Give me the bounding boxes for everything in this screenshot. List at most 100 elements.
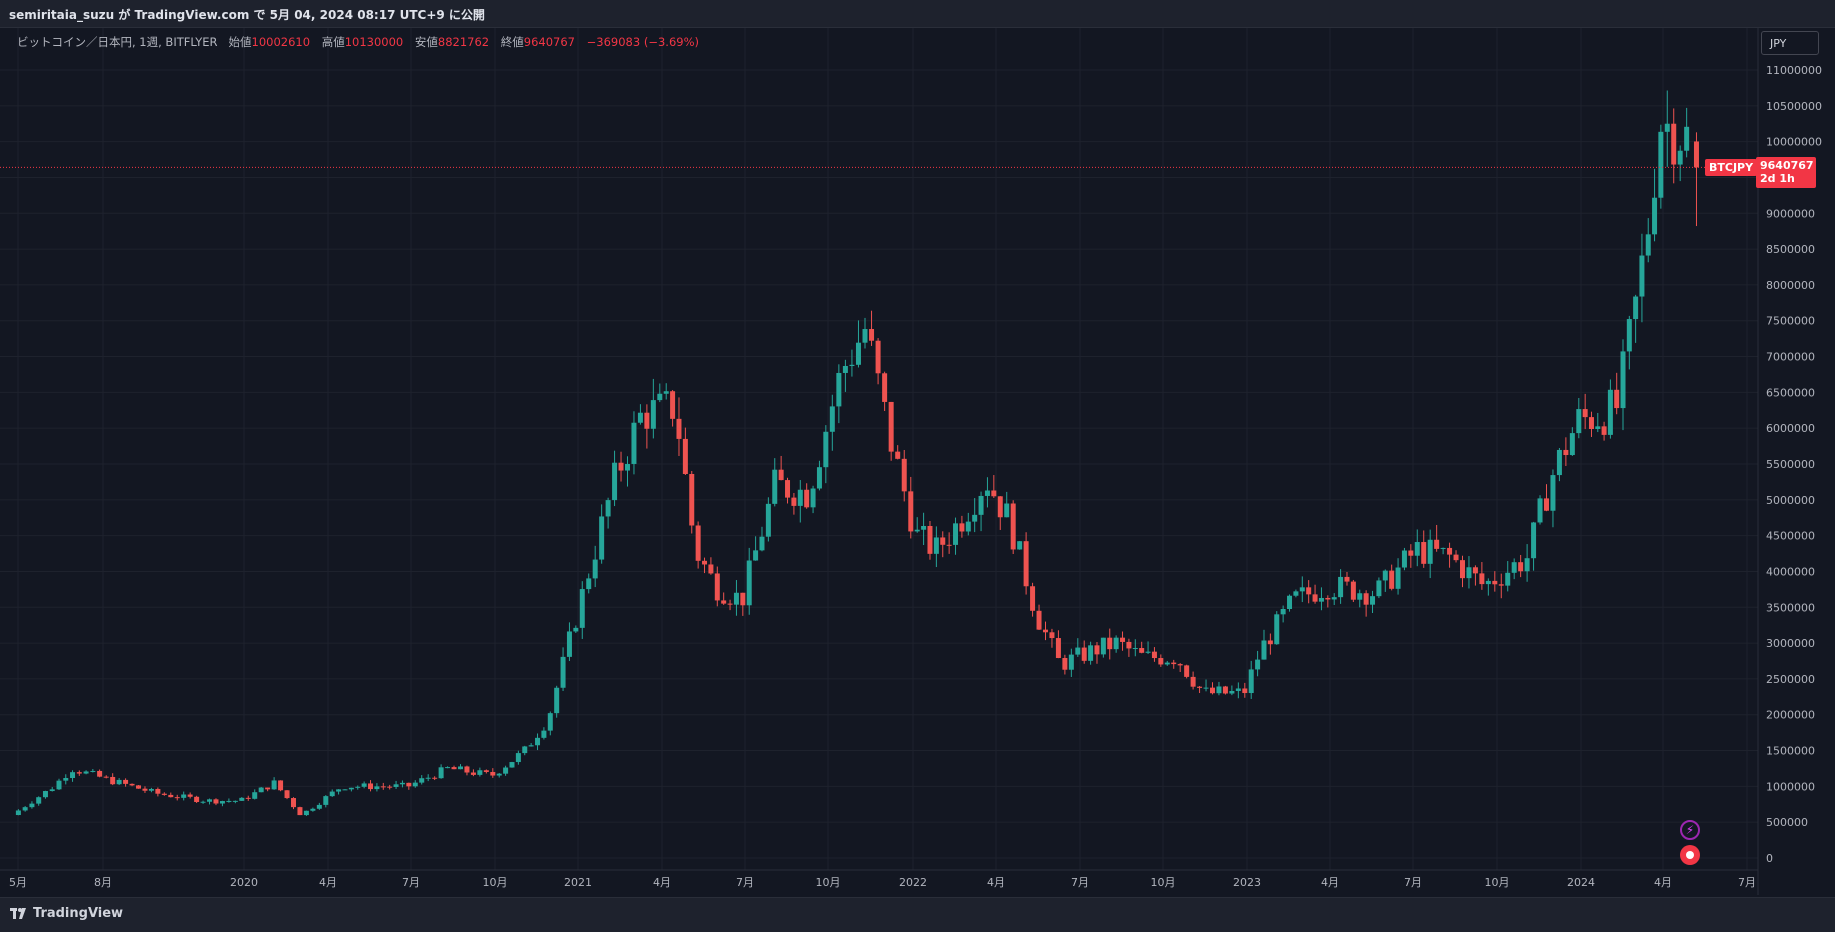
- x-tick-label: 4月: [319, 876, 337, 889]
- candle-body: [1222, 686, 1228, 694]
- candle-body: [1543, 498, 1549, 511]
- candles: [15, 90, 1699, 816]
- candle-body: [1389, 570, 1395, 589]
- legend-low-label: 安値: [414, 35, 438, 49]
- candle-body: [1639, 255, 1645, 297]
- candle-body: [708, 564, 714, 574]
- publish-header-bar: semiritaia_suzu が TradingView.com で 5月 0…: [0, 0, 1835, 28]
- candle-body: [1563, 449, 1569, 456]
- candle-body: [560, 656, 566, 688]
- x-tick-label: 2021: [564, 876, 592, 889]
- candle-body: [733, 592, 739, 605]
- candle-body: [940, 537, 946, 545]
- y-tick-label: 10500000: [1766, 100, 1822, 113]
- candle-body: [168, 794, 174, 798]
- candle-body: [1120, 637, 1126, 642]
- x-tick-label: 10月: [1485, 876, 1510, 889]
- y-tick-label: 2500000: [1766, 673, 1815, 686]
- x-tick-label: 7月: [1738, 876, 1756, 889]
- candle-body: [1216, 686, 1222, 694]
- candle-body: [1293, 591, 1299, 596]
- candle-body: [1261, 640, 1267, 660]
- legend-open-label: 始値: [228, 35, 252, 49]
- candle-body: [1645, 234, 1651, 256]
- candle-body: [1126, 641, 1132, 649]
- candle-body: [155, 788, 161, 794]
- candle-body: [721, 600, 727, 604]
- candle-body: [1338, 576, 1344, 598]
- candle-body: [1376, 580, 1382, 597]
- candle-body: [637, 412, 643, 423]
- candle-body: [1363, 593, 1369, 605]
- x-tick-label: 2020: [230, 876, 258, 889]
- candle-body: [445, 767, 451, 769]
- candle-body: [689, 473, 695, 526]
- candle-body: [1299, 587, 1305, 592]
- candle-body: [1537, 498, 1543, 523]
- flash-icon[interactable]: ⚡: [1680, 820, 1700, 840]
- candle-body: [1242, 688, 1248, 694]
- candle-body: [1042, 629, 1048, 633]
- candle-body: [714, 573, 720, 601]
- candle-body: [1531, 522, 1537, 559]
- y-tick-label: 2000000: [1766, 709, 1815, 722]
- price-badge-value: 9640767: [1760, 159, 1814, 172]
- candle-body: [451, 767, 457, 770]
- candle-body: [695, 525, 701, 561]
- candle-body: [554, 687, 560, 714]
- candle-body: [1677, 150, 1683, 165]
- candle-body: [746, 560, 752, 606]
- candle-body: [1511, 562, 1517, 573]
- currency-button[interactable]: JPY: [1761, 31, 1819, 55]
- candle-body: [1010, 503, 1016, 550]
- candle-body: [503, 767, 509, 774]
- candle-body: [599, 516, 605, 560]
- candle-body: [393, 784, 399, 787]
- y-tick-label: 1000000: [1766, 780, 1815, 793]
- price-chart[interactable]: 0 500000 1000000 1500000 2000000 2500000 30000…: [0, 28, 1835, 897]
- candle-body: [1158, 658, 1164, 665]
- tradingview-logo-icon[interactable]: [10, 908, 30, 920]
- y-tick-label: 0: [1766, 852, 1773, 865]
- candle-body: [1177, 664, 1183, 666]
- symbol-badge: BTCJPY: [1705, 159, 1758, 176]
- candle-body: [933, 537, 939, 554]
- candle-body: [412, 782, 418, 787]
- legend-close-value: 9640767: [523, 35, 575, 49]
- candle-body: [1401, 550, 1407, 568]
- candle-body: [1081, 647, 1087, 661]
- candle-body: [226, 800, 232, 802]
- candle-body: [901, 458, 907, 492]
- candle-body: [1049, 632, 1055, 639]
- candle-body: [1427, 539, 1433, 564]
- legend-high-value: 10130000: [344, 35, 404, 49]
- y-tick-label: 3000000: [1766, 637, 1815, 650]
- candle-body: [207, 799, 213, 802]
- candle-body: [1684, 126, 1690, 151]
- y-tick-label: 4000000: [1766, 565, 1815, 578]
- candle-body: [1395, 567, 1401, 589]
- candle-body: [1274, 614, 1280, 645]
- candle-body: [612, 462, 618, 501]
- candle-body: [573, 627, 579, 632]
- candle-body: [1164, 662, 1170, 665]
- grid-lines: [0, 28, 1758, 870]
- candle-body: [566, 631, 572, 657]
- x-tick-label: 4月: [987, 876, 1005, 889]
- record-icon[interactable]: [1680, 845, 1700, 865]
- y-tick-label: 3500000: [1766, 601, 1815, 614]
- candle-body: [1197, 686, 1203, 688]
- candle-body: [1280, 609, 1286, 615]
- candle-body: [1652, 197, 1658, 235]
- candle-body: [258, 787, 264, 793]
- y-tick-label: 6000000: [1766, 422, 1815, 435]
- footer-brand[interactable]: TradingView: [33, 906, 124, 921]
- y-tick-label: 4500000: [1766, 530, 1815, 543]
- candle-body: [1588, 417, 1594, 429]
- candle-body: [1287, 595, 1293, 610]
- candle-body: [1466, 567, 1472, 579]
- candle-body: [245, 797, 251, 799]
- candle-body: [129, 783, 135, 786]
- candle-body: [836, 372, 842, 407]
- candle-body: [914, 529, 920, 532]
